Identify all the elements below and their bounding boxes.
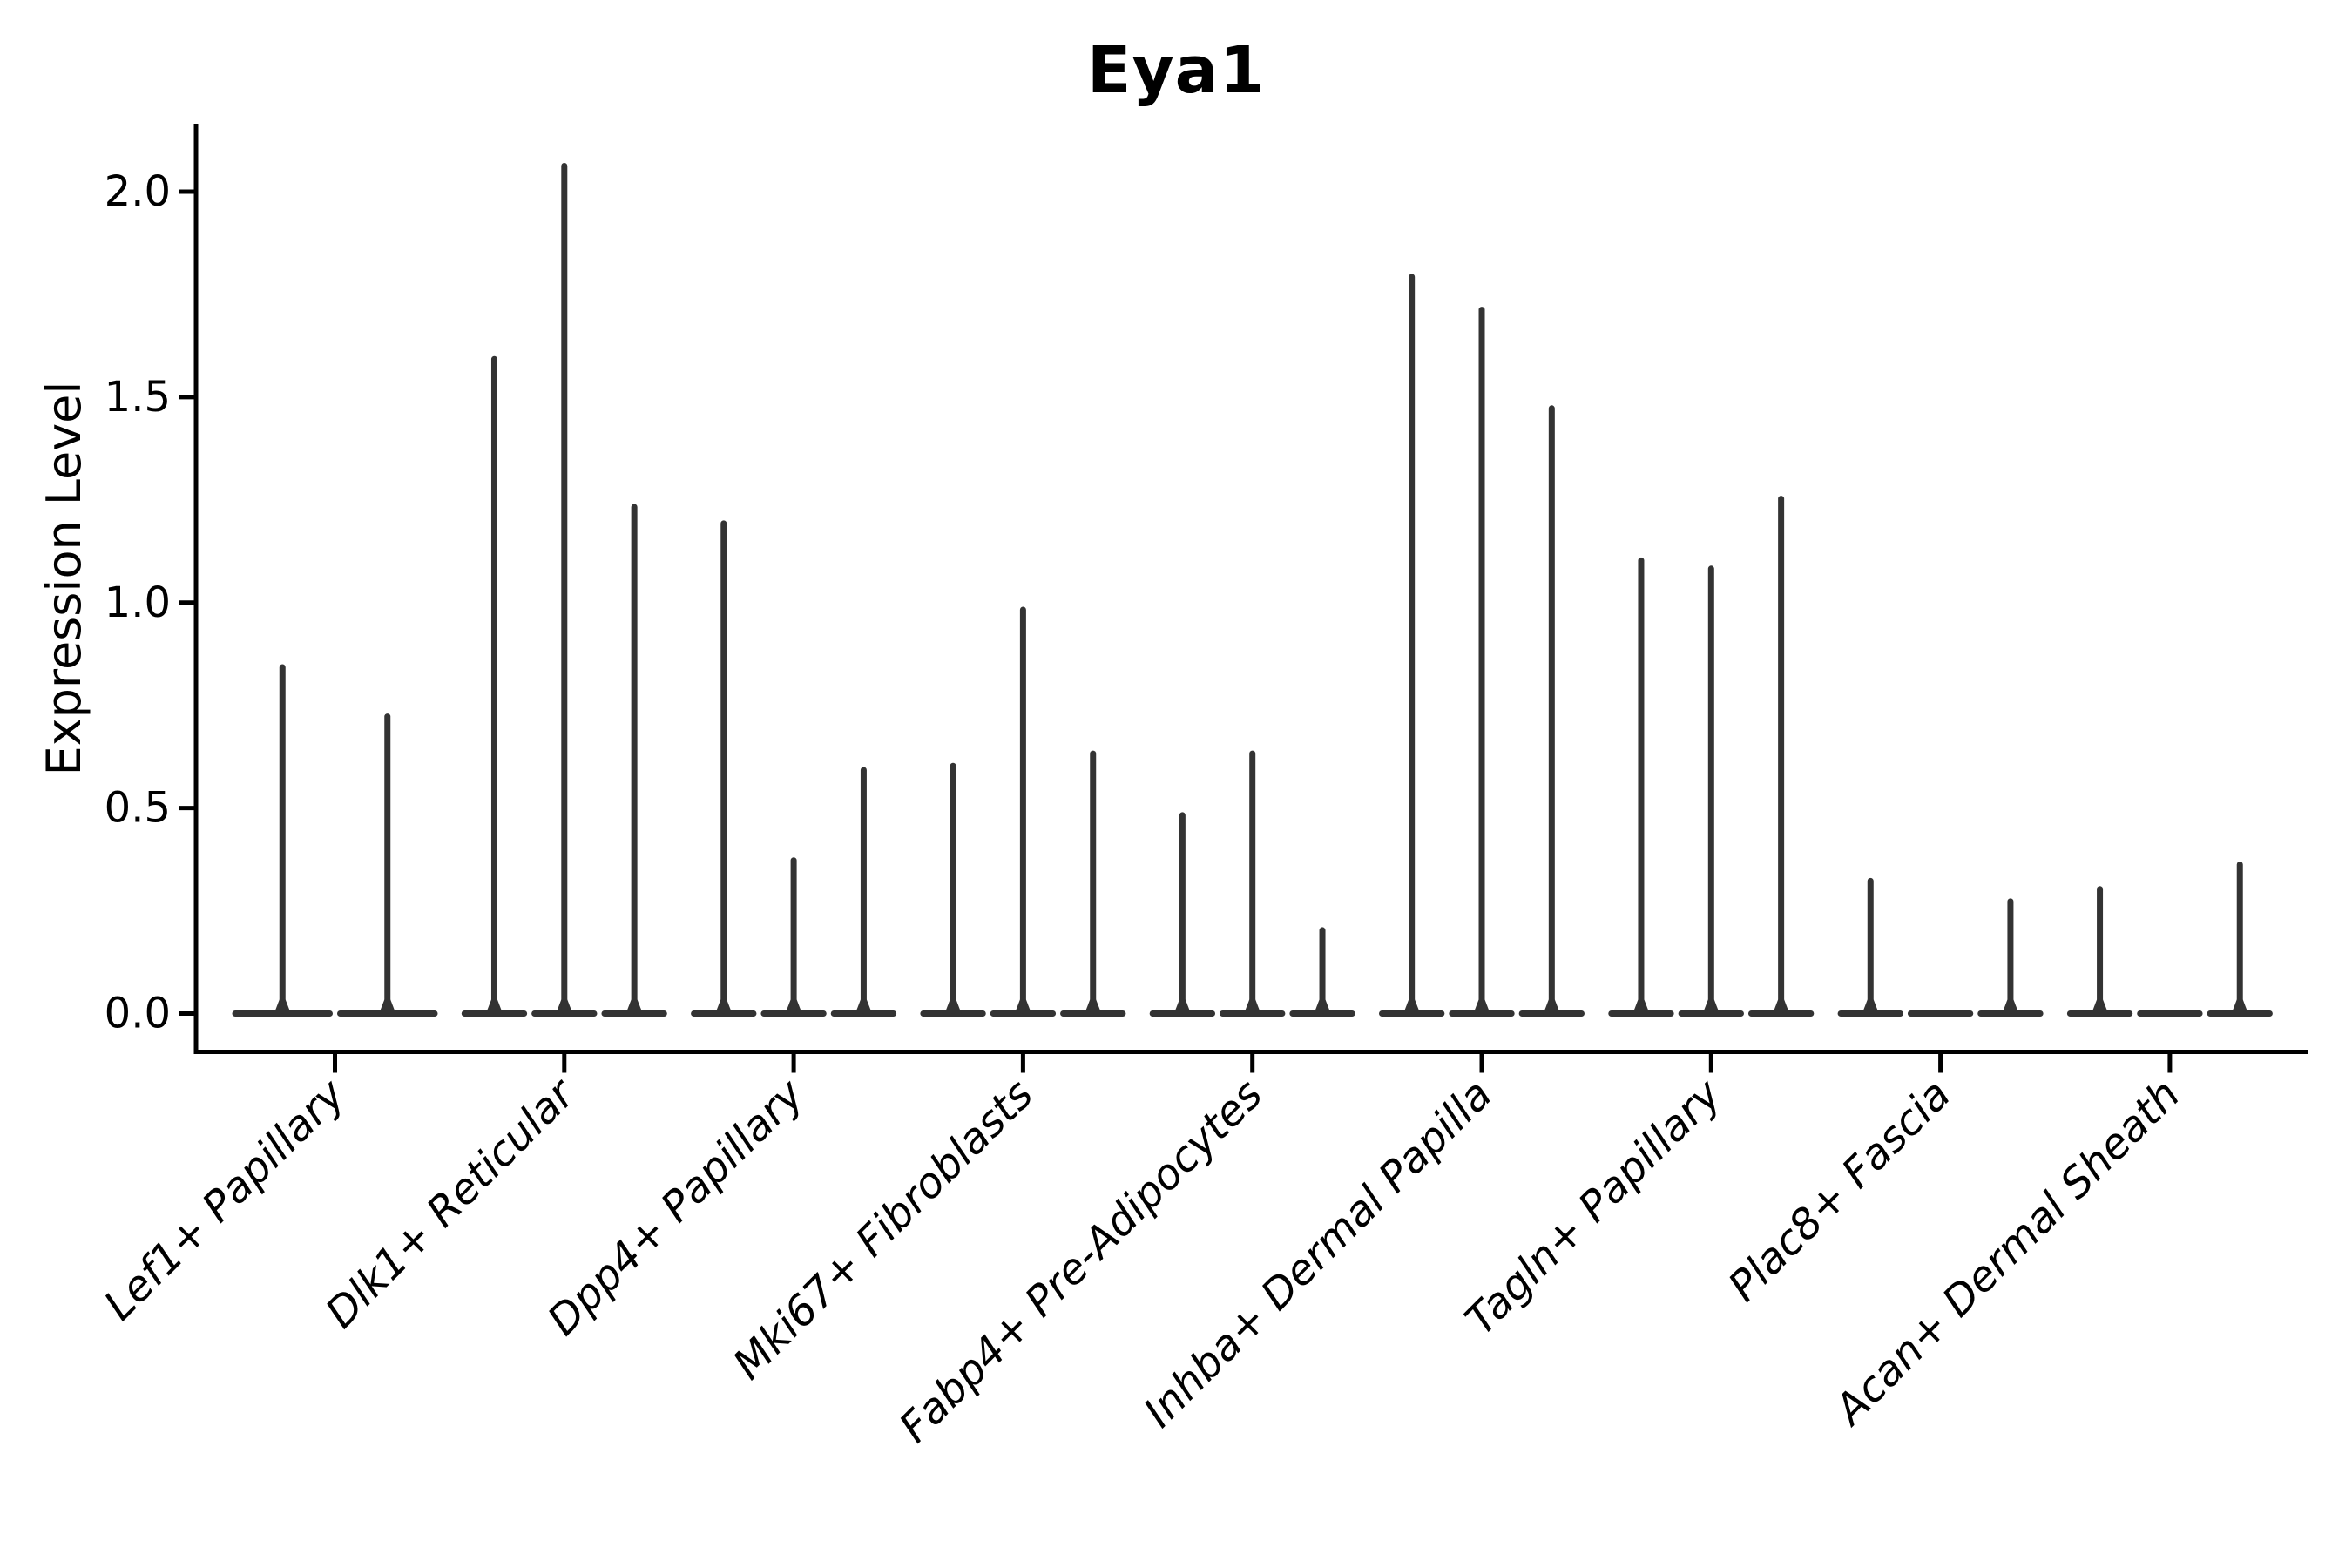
- violin-spike: [631, 504, 638, 1014]
- x-tick-label: Dpp4+ Papillary: [538, 1070, 814, 1345]
- x-tick-label: Plac8+ Fascia: [1719, 1070, 1960, 1311]
- violin-spike: [720, 520, 727, 1014]
- violin-spike: [2236, 861, 2243, 1014]
- violin-spike: [1090, 750, 1097, 1014]
- violin-spike: [1478, 307, 1485, 1014]
- violin-spike: [790, 857, 797, 1014]
- y-tick-label: 2.0: [105, 167, 171, 216]
- violin-spike: [860, 767, 867, 1014]
- x-tick-label: Tagln+ Papillary: [1456, 1070, 1732, 1345]
- violin-spike: [1867, 877, 1874, 1014]
- violin-spike: [1707, 565, 1714, 1014]
- violin-spike: [1548, 405, 1555, 1014]
- x-tick-label: Fabp4+ Pre-Adipocytes: [890, 1070, 1273, 1452]
- chart-title: Eya1: [1086, 33, 1266, 108]
- violin-spike: [1638, 557, 1645, 1014]
- violin-spike: [1249, 750, 1256, 1014]
- y-tick-label: 0.0: [105, 990, 171, 1038]
- violin-spike: [2007, 898, 2014, 1014]
- x-tick-label: Dlk1+ Reticular: [316, 1068, 586, 1338]
- violin-spike: [950, 762, 956, 1014]
- x-tick-label: Lef1+ Papillary: [95, 1070, 355, 1330]
- violin-spike: [1778, 496, 1785, 1014]
- violin-spike: [1019, 606, 1026, 1014]
- violin-spike: [384, 713, 391, 1014]
- y-tick-label: 1.5: [105, 373, 171, 422]
- violin-spike: [1409, 274, 1416, 1014]
- violin-spike: [2097, 886, 2104, 1014]
- violin-base: [1907, 1010, 1974, 1017]
- violin-spike: [1319, 927, 1326, 1014]
- y-tick-label: 0.5: [105, 784, 171, 833]
- violin-spike: [1179, 812, 1186, 1014]
- violin-spike: [490, 355, 497, 1014]
- y-tick-label: 1.0: [105, 578, 171, 627]
- violin-base: [2137, 1010, 2203, 1017]
- violin-spike: [279, 664, 286, 1014]
- violin-spike: [561, 162, 568, 1014]
